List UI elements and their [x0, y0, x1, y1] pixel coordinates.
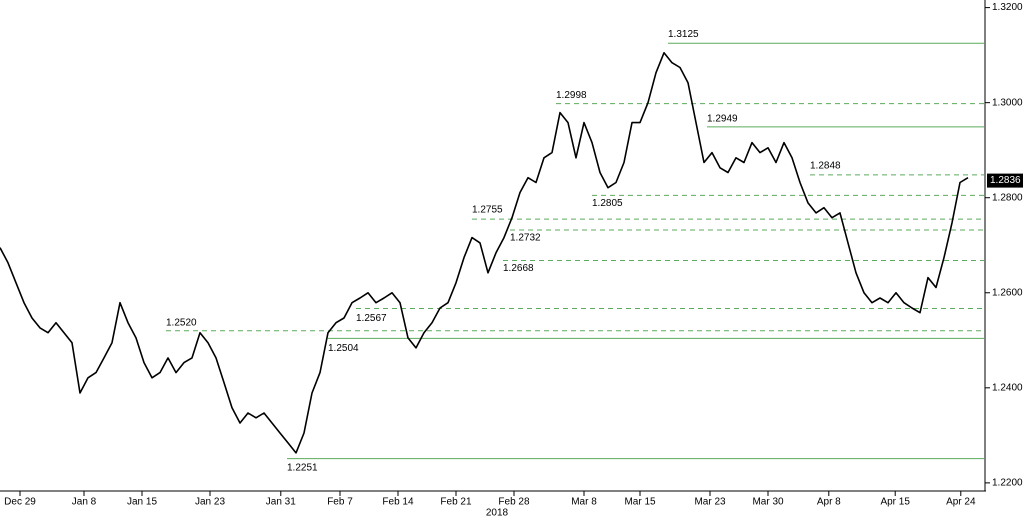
x-tick-label: Mar 15 — [624, 497, 656, 508]
level-label: 1.2755 — [472, 205, 503, 216]
level-label: 1.2567 — [356, 313, 387, 324]
y-tick-label: 1.2600 — [992, 287, 1023, 298]
x-tick-label: Jan 23 — [195, 497, 225, 508]
x-tick-label: Dec 29 — [4, 497, 36, 508]
x-tick-label: Apr 15 — [880, 497, 910, 508]
x-tick-label: Jan 15 — [127, 497, 157, 508]
x-tick-label: Jan 31 — [266, 497, 296, 508]
y-tick-label: 1.2800 — [992, 192, 1023, 203]
x-tick-label: Mar 8 — [571, 497, 597, 508]
level-label: 1.2520 — [166, 317, 197, 328]
x-tick-label: Jan 8 — [72, 497, 97, 508]
x-tick-label: Feb 28 — [498, 497, 530, 508]
x-tick-label: Mar 30 — [752, 497, 784, 508]
x-tick-label: Mar 23 — [694, 497, 726, 508]
x-tick-label: Feb 21 — [440, 497, 472, 508]
x-tick-label: Apr 24 — [946, 497, 976, 508]
level-label: 1.2504 — [328, 343, 359, 354]
level-label: 1.2732 — [510, 233, 541, 244]
y-tick-label: 1.2200 — [992, 478, 1023, 489]
last-price-label: 1.2836 — [990, 175, 1021, 186]
y-tick-label: 1.3000 — [992, 97, 1023, 108]
level-label: 1.2848 — [810, 161, 841, 172]
level-label: 1.2998 — [556, 90, 587, 101]
level-label: 1.2949 — [707, 114, 738, 125]
last-price-box — [987, 173, 1023, 188]
x-tick-label: Apr 8 — [817, 497, 841, 508]
y-tick-label: 1.3200 — [992, 2, 1023, 13]
y-tick-label: 1.2400 — [992, 382, 1023, 393]
level-label: 1.2668 — [503, 263, 534, 274]
x-year-label: 2018 — [486, 508, 509, 518]
x-tick-label: Feb 14 — [382, 497, 414, 508]
level-label: 1.3125 — [668, 29, 699, 40]
x-tick-label: Feb 7 — [327, 497, 353, 508]
level-label: 1.2805 — [592, 198, 623, 209]
level-label: 1.2251 — [287, 462, 318, 473]
price-line — [0, 52, 969, 454]
